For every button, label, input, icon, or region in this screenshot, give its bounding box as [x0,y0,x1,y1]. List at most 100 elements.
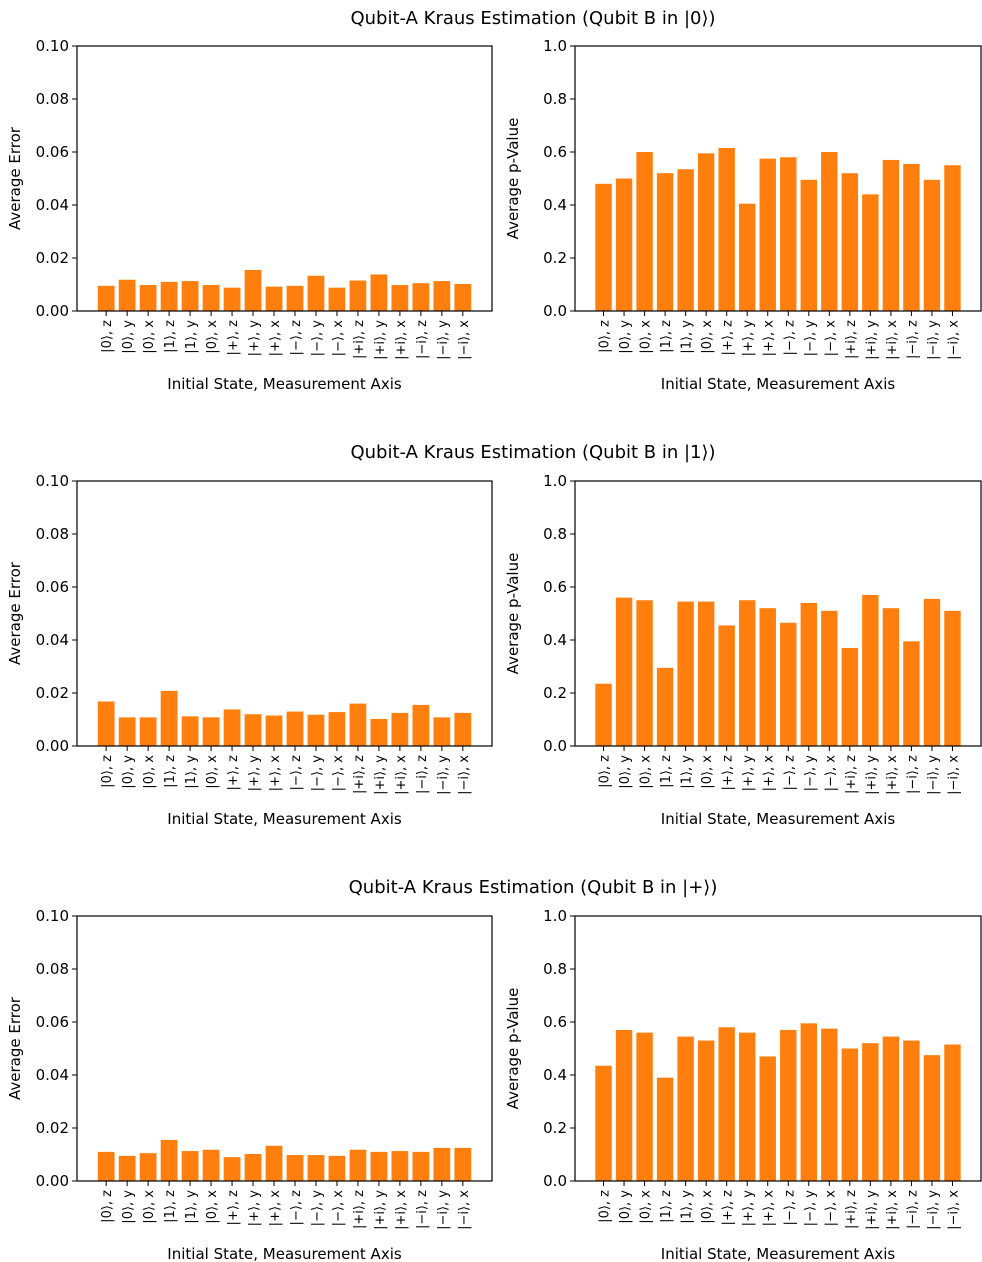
bar [265,1145,283,1181]
x-tick-label: |+i⟩, x [394,1190,409,1230]
bar [202,717,220,746]
bar [118,1155,136,1181]
bar [328,1155,346,1181]
bar [882,608,900,746]
bar [615,178,633,311]
bar [718,148,735,311]
bar [328,712,346,746]
bar [202,285,220,311]
x-tick-label: |+⟩, z [721,1190,736,1226]
x-tick-label: |+⟩, z [721,755,736,791]
bar [923,598,941,746]
x-tick-label: |0⟩, x [142,755,157,789]
bar [882,1036,900,1181]
y-tick-label: 0.2 [543,249,567,267]
row-title: Qubit-A Kraus Estimation (Qubit B in |1⟩… [350,442,715,463]
y-tick-label: 0.0 [543,302,567,320]
bar [923,179,941,311]
bar [286,711,304,746]
y-tick-label: 0.2 [543,684,567,702]
bar [370,274,388,311]
x-tick-label: |−i⟩, y [436,755,451,795]
y-tick-label: 0.02 [36,684,69,702]
x-tick-label: |0⟩, z [100,1190,115,1223]
y-tick-label: 0.4 [543,631,567,649]
x-tick-label: |−⟩, y [310,1190,325,1227]
x-tick-label: |1⟩, y [680,1190,695,1224]
bar [944,165,961,311]
bar [307,714,325,746]
x-tick-label: |+i⟩, x [885,1190,900,1230]
y-axis-label: Average Error [6,126,24,230]
x-tick-label: |+i⟩, z [844,1190,859,1229]
x-tick-label: |1⟩, z [163,755,178,788]
bar [349,280,367,311]
x-tick-label: |−⟩, z [289,320,304,356]
chart-panel: 0.00 0.02 0.04 0.06 0.08 0.10 |0⟩, z |0⟩, y |0⟩,… [6,37,493,393]
bar [370,718,388,746]
bar [944,1044,961,1181]
y-tick-label: 0.4 [543,196,567,214]
y-tick-label: 0.00 [36,1172,69,1190]
bar [636,1032,653,1181]
x-tick-label: |0⟩, x [700,1190,715,1224]
x-axis-label: Initial State, Measurement Axis [167,375,402,393]
x-tick-label: |−i⟩, y [436,320,451,360]
bar [656,1077,674,1181]
x-tick-label: |0⟩, x [639,755,654,789]
x-tick-label: |1⟩, z [659,320,674,353]
x-tick-label: |0⟩, x [700,755,715,789]
bar [718,1027,735,1181]
x-tick-label: |0⟩, z [598,755,613,788]
axes-frame [76,915,493,1182]
y-tick-label: 0.6 [543,143,567,161]
bar [433,1147,451,1182]
bar [454,712,472,747]
x-tick-label: |−i⟩, y [436,1190,451,1230]
y-tick-label: 0.08 [36,90,69,108]
x-tick-label: |0⟩, x [142,320,157,354]
bar [181,716,199,746]
y-tick-label: 0.0 [543,1172,567,1190]
bar [202,1149,220,1181]
x-tick-label: |−i⟩, z [905,320,920,359]
x-tick-label: |+i⟩, y [373,1190,388,1230]
x-tick-label: |−⟩, z [782,320,797,356]
bar [391,285,409,311]
x-axis-label: Initial State, Measurement Axis [167,1245,402,1262]
y-tick-label: 0.06 [36,143,69,161]
bar [244,269,262,311]
bar [595,683,612,746]
y-tick-label: 0.06 [36,578,69,596]
x-tick-label: |0⟩, x [205,320,220,354]
x-tick-label: |0⟩, y [618,1190,633,1224]
bar [821,152,838,311]
x-tick-label: |1⟩, y [680,320,695,354]
x-tick-label: |+⟩, z [226,1190,241,1226]
bar [800,179,817,311]
x-tick-label: |+i⟩, z [844,755,859,794]
axes-frame [574,480,982,747]
axes-frame [574,45,982,312]
bar [412,1151,430,1181]
x-tick-label: |−⟩, y [310,320,325,357]
x-tick-label: |−⟩, y [310,755,325,792]
x-tick-label: |−⟩, x [823,755,838,792]
bar [391,1151,409,1181]
bar [615,597,633,746]
x-tick-label: |+i⟩, y [373,755,388,795]
x-tick-label: |−i⟩, z [415,755,430,794]
x-tick-label: |+i⟩, x [885,320,900,360]
bar [265,715,283,746]
x-tick-label: |0⟩, z [598,320,613,353]
bar [841,1048,859,1181]
bar [841,173,859,311]
x-tick-label: |−⟩, y [803,1190,818,1227]
bar [97,285,115,311]
x-tick-label: |−⟩, y [803,755,818,792]
bar [223,709,241,746]
x-axis-label: Initial State, Measurement Axis [167,810,402,828]
x-tick-label: |−i⟩, z [415,1190,430,1229]
x-tick-label: |−i⟩, y [926,1190,941,1230]
bar [697,1040,715,1181]
